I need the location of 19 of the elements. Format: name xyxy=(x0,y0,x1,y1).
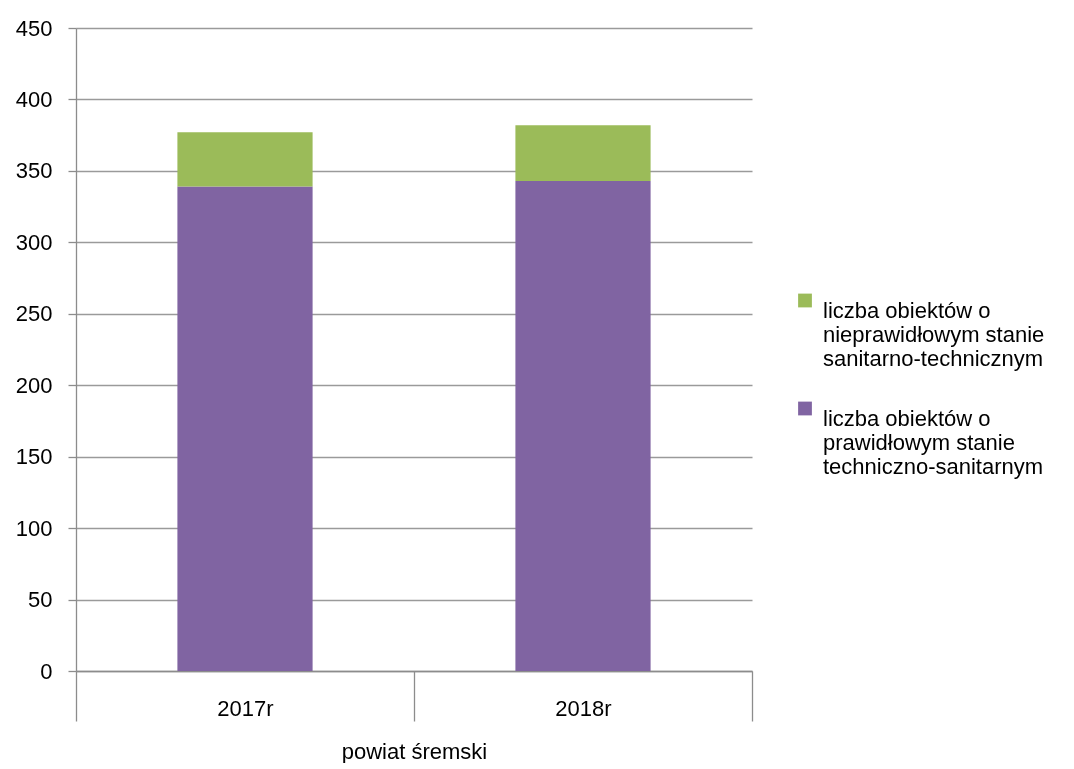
legend-label: liczba obiektów o prawidłowym stanie techniczno-sanitarnym xyxy=(823,405,1044,479)
x-tick-label: 2018r xyxy=(555,695,612,721)
bar xyxy=(177,132,313,187)
y-tick-label: 350 xyxy=(15,158,53,184)
bar xyxy=(515,125,651,181)
y-tick-label: 0 xyxy=(40,658,53,684)
y-tick-label: 50 xyxy=(28,587,53,613)
y-tick-label: 200 xyxy=(15,372,53,398)
y-tick-label: 300 xyxy=(15,229,53,255)
x-axis-title: powiat śremski xyxy=(341,739,488,765)
y-tick-label: 250 xyxy=(15,301,53,327)
y-tick-label: 400 xyxy=(15,86,53,112)
y-tick-label: 150 xyxy=(15,444,53,470)
y-tick-label: 100 xyxy=(15,515,53,541)
bar xyxy=(515,180,651,671)
y-tick-label: 450 xyxy=(15,15,53,41)
x-tick-label: 2017r xyxy=(217,695,274,721)
legend-label: liczba obiektów o nieprawidłowym stanie sanitarno-technicznym xyxy=(823,297,1045,371)
bar xyxy=(177,186,313,671)
